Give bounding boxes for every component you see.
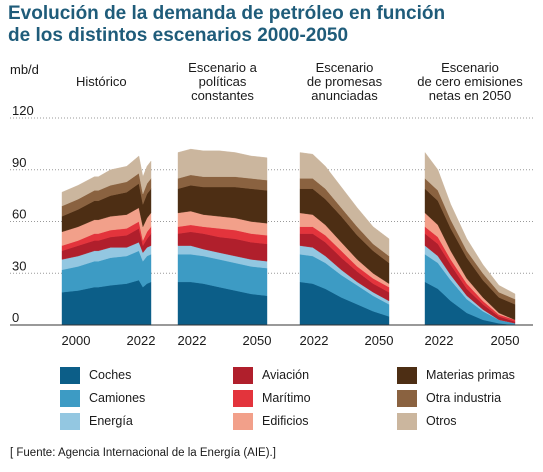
- legend-swatch: [233, 366, 253, 384]
- x-tick-label-1-0: 2022: [178, 333, 207, 348]
- chart-title-line-2: de los distintos escenarios 2000-2050: [8, 25, 349, 46]
- legend-label: Marítimo: [262, 391, 311, 405]
- legend-swatch: [397, 412, 417, 430]
- legend-item-camiones: Camiones: [60, 388, 145, 408]
- x-tick-label-0-0: 2000: [62, 333, 91, 348]
- source-note: [ Fuente: Agencia Internacional de la En…: [10, 447, 276, 459]
- chart-area: mb/d 0 30 60 90 120 Histórico 2000 2022 Escenario…: [10, 60, 533, 348]
- area-1-otros: [177, 148, 268, 181]
- legend-label: Coches: [89, 368, 132, 382]
- area-2-otros: [299, 152, 390, 257]
- legend-item-edificios: Edificios: [233, 411, 309, 431]
- legend-item-otros: Otros: [397, 411, 457, 431]
- y-tick-label-120: 120: [12, 103, 34, 118]
- y-tick-label-30: 30: [12, 258, 26, 273]
- panel-title-3-2: netas en 2050: [429, 88, 511, 103]
- y-tick-label-0: 0: [12, 310, 19, 325]
- panel-title-1-2: constantes: [191, 88, 254, 103]
- panel-title-2-2: anunciadas: [311, 88, 378, 103]
- legend-label: Materias primas: [426, 368, 515, 382]
- x-tick-label-3-1: 2050: [491, 333, 520, 348]
- legend-swatch: [60, 389, 80, 407]
- x-tick-label-2-0: 2022: [300, 333, 329, 348]
- panel-title-2-0: Escenario: [316, 60, 374, 75]
- y-unit-label: mb/d: [10, 62, 39, 77]
- legend-item-energía: Energía: [60, 411, 133, 431]
- legend-label: Otra industria: [426, 391, 502, 405]
- panel-title-0-1: Histórico: [76, 74, 127, 89]
- legend-item-materias-primas: Materias primas: [397, 365, 515, 385]
- panel-title-2-1: de promesas: [307, 74, 383, 89]
- legend-label: Edificios: [262, 414, 309, 428]
- panel-title-3-0: Escenario: [441, 60, 499, 75]
- legend-label: Aviación: [262, 368, 310, 382]
- x-tick-label-3-0: 2022: [425, 333, 454, 348]
- chart-title-line-1: Evolución de la demanda de petróleo en f…: [8, 3, 446, 24]
- x-tick-label-0-1: 2022: [127, 333, 156, 348]
- x-tick-label-2-1: 2050: [365, 333, 394, 348]
- chart-legend: Coches Camiones Energía Aviación Marítimo Edi…: [0, 360, 543, 440]
- area-0-otros: [61, 155, 152, 207]
- area-3-otros: [424, 151, 516, 300]
- legend-swatch: [397, 366, 417, 384]
- legend-swatch: [60, 366, 80, 384]
- legend-item-otra-industria: Otra industria: [397, 388, 501, 408]
- legend-item-coches: Coches: [60, 365, 131, 385]
- panel-title-1-0: Escenario a: [188, 60, 257, 75]
- chart-title: Evolución de la demanda de petróleo en f…: [8, 3, 533, 47]
- legend-swatch: [233, 412, 253, 430]
- y-tick-label-60: 60: [12, 207, 26, 222]
- legend-label: Energía: [89, 414, 133, 428]
- x-tick-label-1-1: 2050: [243, 333, 272, 348]
- legend-item-marítimo: Marítimo: [233, 388, 311, 408]
- legend-item-aviación: Aviación: [233, 365, 309, 385]
- y-tick-label-90: 90: [12, 155, 26, 170]
- legend-swatch: [397, 389, 417, 407]
- legend-label: Camiones: [89, 391, 146, 405]
- legend-label: Otros: [426, 414, 457, 428]
- panel-title-3-1: de cero emisiones: [417, 74, 523, 89]
- legend-swatch: [233, 389, 253, 407]
- legend-swatch: [60, 412, 80, 430]
- panel-title-1-1: políticas: [199, 74, 247, 89]
